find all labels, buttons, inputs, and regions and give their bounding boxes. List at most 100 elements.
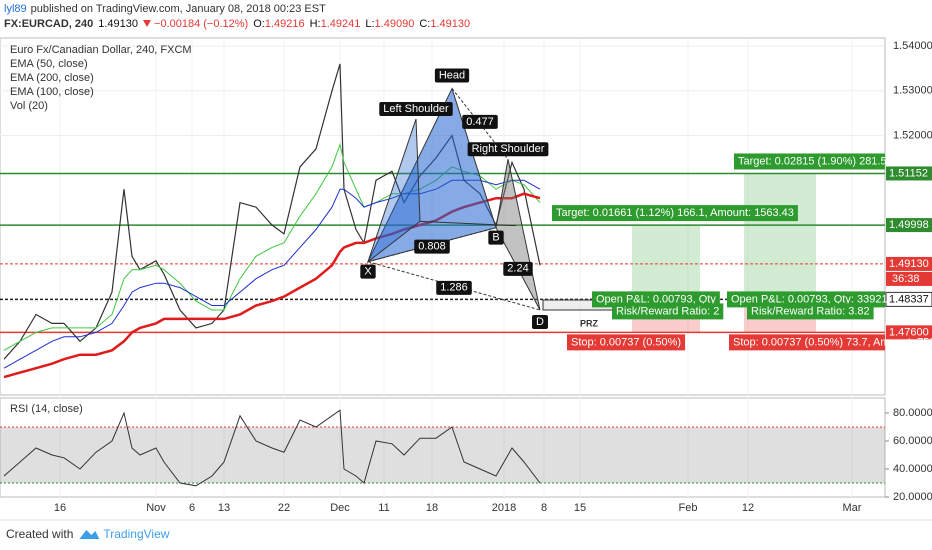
- x-tick-label: 8: [541, 502, 547, 514]
- ratio-label: 0.808: [418, 241, 446, 253]
- last-price: 1.49130: [98, 18, 138, 30]
- left-shoulder: [366, 118, 421, 264]
- point-label-bg: [532, 315, 548, 329]
- x-tick-label: 15: [574, 502, 586, 514]
- rsi-title: RSI (14, close): [10, 403, 83, 415]
- point-label-bg: [360, 264, 376, 279]
- x-tick-label: 12: [742, 502, 754, 514]
- legend-entry: EMA (50, close): [10, 58, 88, 70]
- y-tick-label: 1.53000: [893, 85, 932, 97]
- ratio-label: 1.286: [440, 282, 468, 294]
- neckline: [419, 220, 517, 227]
- ohlc-label: C:: [419, 18, 430, 30]
- rsi-pane: [0, 397, 886, 498]
- change: −0.00184 (−0.12%): [154, 18, 248, 30]
- x-tick-label: 22: [278, 502, 290, 514]
- down-arrow: [143, 20, 152, 27]
- shoulder-label: Right Shoulder: [472, 143, 545, 155]
- x-tick-label: Mar: [843, 502, 862, 514]
- published: published on TradingView.com, January 08…: [31, 3, 326, 15]
- target-zone: [632, 225, 700, 300]
- target-label-bg: [552, 205, 798, 222]
- point-label: Head: [439, 69, 465, 81]
- rsi-tick-label: 40.0000: [893, 463, 932, 475]
- ohlc-value: 1.49241: [321, 18, 361, 30]
- pnl-label: Open P&L: 0.00793, Qty: [596, 293, 716, 305]
- pnl-label: Open P&L: 0.00793, Qty: 33921: [731, 293, 888, 305]
- rsi-tick-label: 20.0000: [893, 491, 932, 503]
- x-tick-label: 16: [54, 502, 66, 514]
- x-tick-label: 13: [218, 502, 230, 514]
- ohlc-value: 1.49090: [375, 18, 415, 30]
- stop-label: Stop: 0.00737 (0.50%): [571, 336, 681, 348]
- point-label-bg: [488, 230, 504, 245]
- ohlc-value: 1.49130: [430, 18, 470, 30]
- level-label: 1.51152: [889, 167, 928, 179]
- rsi-tick-label: 60.0000: [893, 435, 932, 447]
- legend-entry: EMA (100, close): [10, 86, 94, 98]
- price-pane: [0, 37, 886, 396]
- legend-entry: Euro Fx/Canadian Dollar, 240, FXCM: [10, 44, 192, 56]
- level-badge: [886, 256, 932, 271]
- rr-label: Risk/Reward Ratio: 2: [616, 305, 719, 317]
- shoulder-label-bg: [379, 101, 453, 116]
- point-label: X: [364, 266, 372, 278]
- countdown-badge: [886, 271, 932, 286]
- level-label: 1.49998: [889, 219, 929, 231]
- author: lyl89: [4, 3, 27, 15]
- footer-brand: TradingView: [103, 527, 169, 541]
- x-tick-label: Nov: [146, 502, 166, 514]
- x-tick-label: 6: [189, 502, 195, 514]
- x-tick-label: 18: [426, 502, 438, 514]
- stop-label-bg: [729, 334, 885, 351]
- footer-created: Created with: [6, 527, 73, 541]
- legend-entry: EMA (200, close): [10, 72, 94, 84]
- shoulder-label: Left Shoulder: [383, 103, 449, 115]
- level-badge: [886, 325, 932, 340]
- shoulder-label-bg: [467, 142, 549, 157]
- level-label: 1.48337: [889, 293, 929, 305]
- target-label: Target: 0.01661 (1.12%) 166.1, Amount: 1…: [556, 207, 794, 219]
- x-tick-label: Feb: [679, 502, 698, 514]
- rsi-line: [3, 409, 541, 487]
- symbol: FX:EURCAD, 240: [4, 18, 93, 30]
- level-label: 1.49130: [889, 258, 929, 270]
- ohlc-label: H:: [310, 18, 321, 30]
- y-tick-label: 1.52000: [893, 129, 932, 141]
- rsi-band: [0, 426, 885, 483]
- target-label: Target: 0.02815 (1.90%) 281.5, Amount: 1…: [738, 155, 932, 167]
- legend-entry: Vol (20): [10, 100, 48, 112]
- point-label-bg: [434, 68, 470, 83]
- ohlc-label: O:: [253, 18, 265, 30]
- target-label-bg: [734, 153, 885, 170]
- target-zone: [744, 173, 816, 300]
- ohlc-value: 1.49216: [265, 18, 305, 30]
- stop-label-bg: [567, 334, 686, 351]
- point-label: D: [536, 316, 544, 328]
- ratio-label-bg: [503, 261, 533, 276]
- prz-label: PRZ: [580, 318, 599, 328]
- rr-label-bg: [747, 303, 874, 320]
- y-tick-label: 1.54000: [893, 40, 932, 52]
- x-tick-label: 11: [378, 502, 389, 514]
- ratio-label-bg: [462, 114, 498, 129]
- ratio-label: 0.477: [466, 116, 494, 128]
- ratio-label: 2.24: [507, 263, 528, 275]
- level-label: 1.47600: [889, 326, 929, 338]
- point-label: B: [492, 232, 499, 244]
- stop-label: Stop: 0.00737 (0.50%) 73.7, Amount: 750: [733, 336, 932, 348]
- ohlc-label: L:: [365, 18, 374, 30]
- x-tick-label: Dec: [330, 502, 350, 514]
- ratio-label-bg: [414, 239, 450, 254]
- level-badge: [885, 291, 932, 307]
- level-badge: [886, 218, 932, 233]
- level-badge: [886, 166, 932, 181]
- countdown: 36:38: [892, 273, 920, 285]
- ratio-label-bg: [436, 280, 472, 295]
- rsi-tick-label: 80.0000: [893, 407, 932, 419]
- rr-label-bg: [612, 303, 724, 320]
- rr-label: Risk/Reward Ratio: 3.82: [751, 305, 870, 317]
- brand-logo: [79, 530, 100, 539]
